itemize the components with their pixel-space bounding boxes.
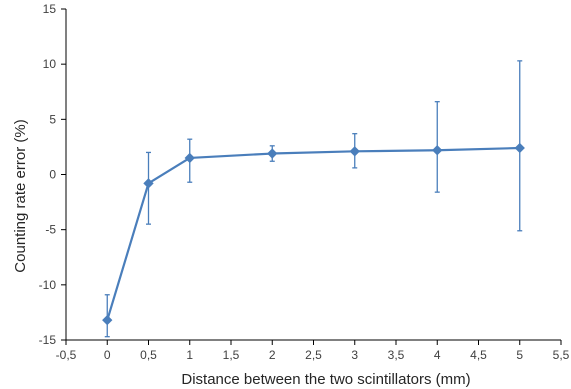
y-tick-label: 5 <box>49 112 56 126</box>
x-tick-label: 0,5 <box>140 348 157 362</box>
data-point <box>514 142 525 154</box>
y-tick-label: -5 <box>45 223 56 237</box>
y-tick-label: 10 <box>43 57 57 71</box>
y-axis-ticks: -15 -10 -5 0 5 10 15 <box>39 2 66 347</box>
y-tick-label: -10 <box>39 278 57 292</box>
data-point <box>184 152 195 164</box>
x-tick-label: 5,5 <box>553 348 570 362</box>
x-tick-label: 4 <box>434 348 441 362</box>
axes <box>65 9 561 341</box>
data-point <box>143 178 154 189</box>
x-axis-title: Distance between the two scintillators (… <box>181 371 470 388</box>
series-line <box>106 146 520 321</box>
x-axis-ticks: -0,5 0 0,5 1 1,5 2 2,5 3 3,5 4 4,5 5 5,5 <box>56 340 570 362</box>
x-tick-label: 1 <box>186 348 193 362</box>
y-tick-label: 0 <box>49 168 56 182</box>
x-tick-label: 2,5 <box>305 348 322 362</box>
y-tick-label: -15 <box>39 333 57 347</box>
x-tick-label: 0 <box>104 348 111 362</box>
data-point <box>432 145 443 156</box>
x-tick-label: 5 <box>516 348 523 362</box>
y-axis-title: Counting rate error (%) <box>12 119 29 272</box>
x-tick-label: 3,5 <box>388 348 405 362</box>
data-point <box>102 314 113 326</box>
y-tick-label: 15 <box>43 2 57 16</box>
x-tick-label: 4,5 <box>470 348 487 362</box>
x-tick-label: 3 <box>351 348 358 362</box>
data-point <box>267 148 278 159</box>
error-bars <box>104 60 523 338</box>
x-tick-label: 2 <box>269 348 276 362</box>
x-tick-label: -0,5 <box>56 348 77 362</box>
data-line <box>106 146 520 321</box>
data-point <box>349 146 360 157</box>
series-markers <box>102 142 525 326</box>
x-tick-label: 1,5 <box>223 348 240 362</box>
